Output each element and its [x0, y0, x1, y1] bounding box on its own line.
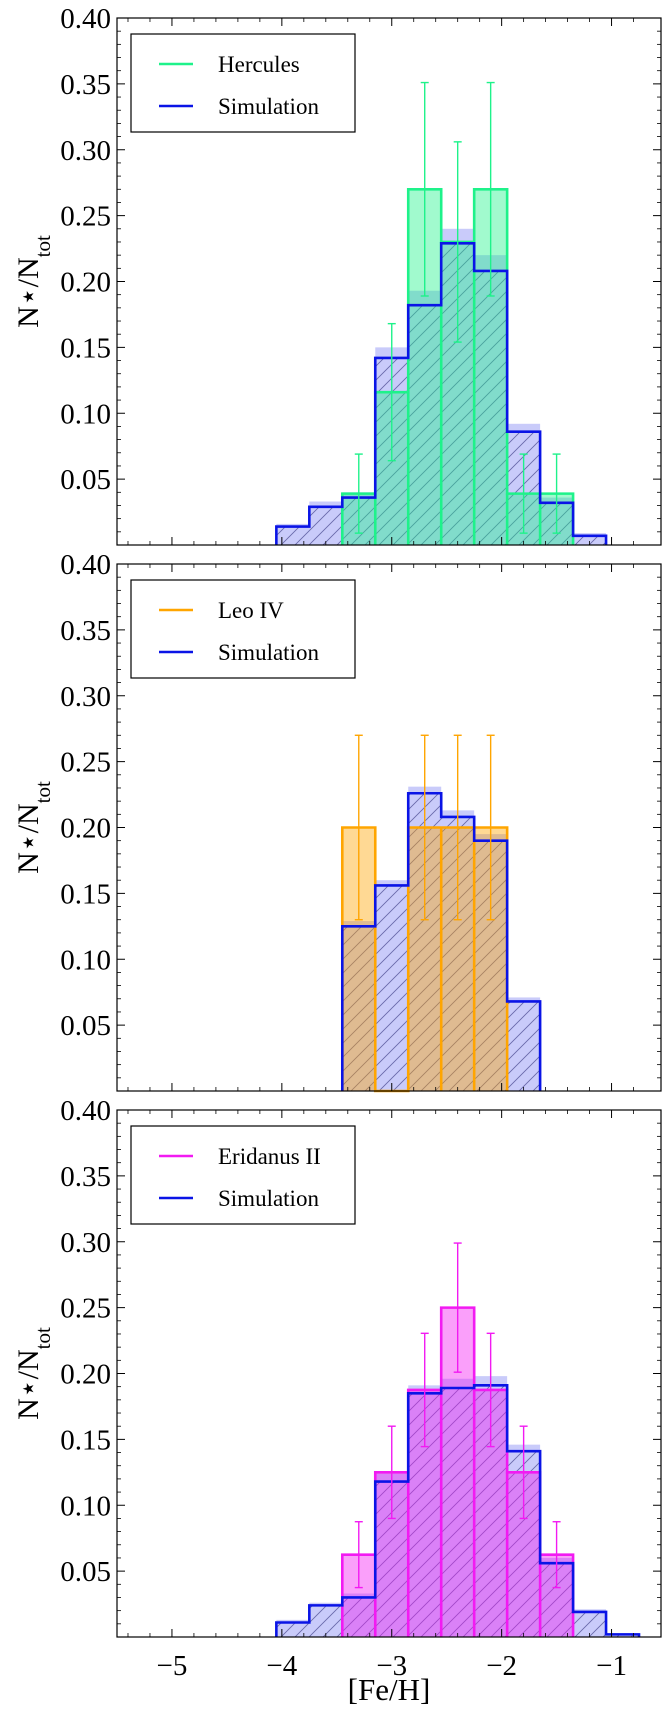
- legend: Hercules Simulation: [130, 33, 356, 133]
- sim-hatch-bar: [441, 1387, 475, 1637]
- x-tick-label: −1: [596, 1650, 627, 1682]
- y-tick-label: 0.20: [60, 267, 111, 299]
- sim-hatch-bar: [276, 1622, 310, 1637]
- y-axis-label: N⋆/Ntot: [12, 1327, 55, 1420]
- x-tick-label: −4: [266, 1650, 297, 1682]
- legend-sim-label: Simulation: [218, 640, 319, 665]
- sim-hatch-bar: [573, 535, 607, 545]
- legend-obs-label: Eridanus II: [218, 1144, 321, 1169]
- legend: Leo IV Simulation: [130, 579, 356, 679]
- obs-error-bar: [486, 734, 495, 921]
- legend: Eridanus II Simulation: [130, 1125, 356, 1225]
- obs-error-bar: [519, 453, 528, 534]
- y-tick-label: 0.30: [60, 1227, 111, 1259]
- y-tick-label: 0.40: [60, 3, 111, 35]
- obs-error-bar: [420, 1332, 429, 1448]
- x-tick-label: −3: [376, 1650, 407, 1682]
- sim-hatch-bar: [474, 270, 508, 545]
- histogram-panel-3: 0.05 0.10 0.15 0.20 0.25 0.30 0.35 0.40 −5 −4 −3 −2…: [12, 1095, 662, 1682]
- obs-error-bar: [354, 1521, 363, 1589]
- y-tick-label: 0.15: [60, 1424, 111, 1456]
- histogram-panel-1: 0.05 0.10 0.15 0.20 0.25 0.30 0.35 0.40 N⋆/Ntot H…: [12, 3, 662, 546]
- y-axis-label: N⋆/Ntot: [12, 781, 55, 874]
- obs-error-bar: [354, 453, 363, 534]
- y-tick-label: 0.35: [60, 615, 111, 647]
- sim-hatch-bar: [276, 526, 310, 545]
- sim-hatch-bar: [309, 1605, 343, 1637]
- legend-sim-label: Simulation: [218, 94, 319, 119]
- sim-hatch-bar: [507, 1001, 541, 1091]
- sim-hatch-bar: [342, 926, 376, 1091]
- y-tick-label: 0.30: [60, 135, 111, 167]
- obs-error-bar: [420, 81, 429, 297]
- sim-hatch-bar: [606, 1634, 640, 1637]
- y-tick-label: 0.40: [60, 1095, 111, 1127]
- sim-hatch-bar: [375, 885, 409, 1091]
- y-tick-label: 0.35: [60, 1161, 111, 1193]
- legend-sim-label: Simulation: [218, 1186, 319, 1211]
- y-tick-label: 0.15: [60, 332, 111, 364]
- sim-step-line: [275, 1384, 641, 1637]
- y-tick-label: 0.10: [60, 944, 111, 976]
- obs-error-bar: [453, 1242, 462, 1373]
- y-tick-label: 0.25: [60, 747, 111, 779]
- y-tick-label: 0.25: [60, 201, 111, 233]
- legend-obs-label: Leo IV: [218, 598, 284, 623]
- obs-error-bar: [453, 734, 462, 921]
- legend-obs-label: Hercules: [218, 52, 300, 77]
- x-tick-label: −2: [486, 1650, 517, 1682]
- obs-error-bar: [354, 734, 363, 921]
- y-tick-label: 0.10: [60, 1490, 111, 1522]
- y-tick-label: 0.20: [60, 1359, 111, 1391]
- x-axis-label: [Fe/H]: [348, 1672, 431, 1707]
- obs-error-bar: [552, 453, 561, 534]
- y-tick-label: 0.05: [60, 1556, 111, 1588]
- y-tick-label: 0.30: [60, 681, 111, 713]
- y-tick-label: 0.05: [60, 1010, 111, 1042]
- y-axis-label: N⋆/Ntot: [12, 235, 55, 328]
- histogram-panel-2: 0.05 0.10 0.15 0.20 0.25 0.30 0.35 0.40 N⋆/Ntot L…: [12, 549, 662, 1093]
- obs-error-bar: [387, 1425, 396, 1520]
- sim-hatch-bar: [573, 1611, 607, 1637]
- x-tick-label: −5: [157, 1650, 188, 1682]
- sim-hatch-bar: [342, 1597, 376, 1637]
- obs-error-bar: [486, 1332, 495, 1448]
- y-tick-label: 0.20: [60, 813, 111, 845]
- obs-error-bar: [519, 1425, 528, 1520]
- obs-error-bar: [552, 1521, 561, 1589]
- y-tick-label: 0.35: [60, 69, 111, 101]
- sim-hatch-bar: [309, 506, 343, 545]
- obs-error-bar: [486, 81, 495, 297]
- y-tick-label: 0.25: [60, 1293, 111, 1325]
- sim-step-line: [340, 791, 542, 1091]
- sim-hatch-bar: [408, 305, 442, 545]
- y-tick-label: 0.40: [60, 549, 111, 581]
- y-tick-label: 0.10: [60, 398, 111, 430]
- y-tick-label: 0.15: [60, 878, 111, 910]
- obs-error-bar: [387, 322, 396, 462]
- obs-error-bar: [420, 734, 429, 921]
- obs-error-bar: [453, 141, 462, 343]
- y-tick-label: 0.05: [60, 464, 111, 496]
